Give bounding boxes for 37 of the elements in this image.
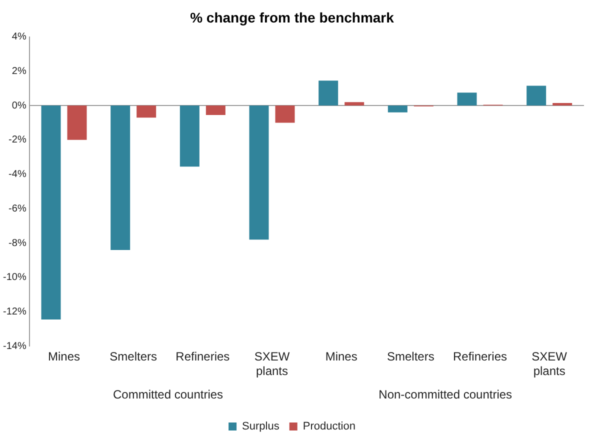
y-tick-label: -6% — [8, 203, 26, 214]
bar — [552, 102, 572, 106]
x-tick-label: Refineries — [176, 350, 230, 364]
y-tick-label: 0% — [12, 100, 26, 112]
bar — [110, 106, 130, 250]
y-tick-label: -10% — [2, 272, 26, 284]
bar — [249, 106, 269, 240]
bar — [344, 102, 364, 106]
y-tick-label: -12% — [2, 306, 26, 318]
chart-title: % change from the benchmark — [190, 9, 394, 26]
bar — [67, 106, 87, 140]
text: Non-committed countries — [378, 387, 512, 402]
y-tick-label: 2% — [12, 66, 26, 77]
legend-label: Surplus — [242, 420, 280, 433]
x-tick-label: Smelters — [387, 350, 434, 364]
bar — [180, 106, 200, 167]
x-tick-label: Mines — [325, 350, 358, 364]
x-tick-label: SXEW plants — [532, 350, 568, 378]
bar — [275, 106, 295, 123]
bar — [526, 86, 546, 106]
y-tick-label: -8% — [8, 238, 26, 249]
bar — [457, 92, 477, 106]
y-tick-label: 4% — [12, 32, 26, 43]
text: Committed countries — [112, 387, 224, 402]
x-tick-label: SXEW plants — [254, 350, 290, 378]
bar — [206, 106, 226, 116]
y-tick-label: -4% — [8, 169, 26, 180]
y-tick-label: -2% — [8, 134, 26, 146]
bar — [318, 80, 338, 106]
y-tick-label: -14% — [2, 340, 26, 352]
x-tick-label: Mines — [48, 350, 80, 364]
bar — [41, 106, 61, 320]
bar — [136, 106, 156, 118]
x-tick-label: Refineries — [452, 350, 508, 364]
legend-label: Production — [302, 420, 356, 433]
x-tick-label: Smelters — [110, 350, 158, 364]
bar — [388, 106, 408, 112]
